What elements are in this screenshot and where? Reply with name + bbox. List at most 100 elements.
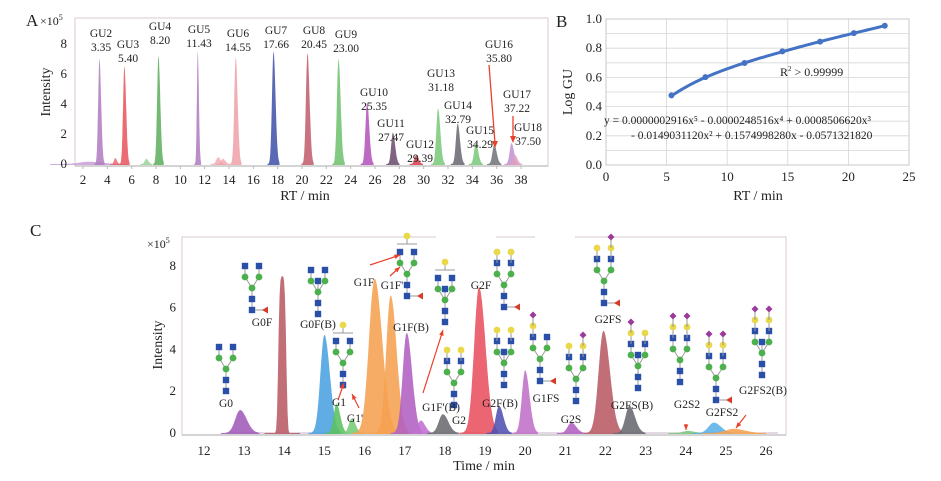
y-tick-label: 4 (61, 96, 68, 111)
minor-peak (110, 158, 121, 165)
panel-c-arrows (337, 254, 747, 430)
panel-c-y-axis-label: Intensity (151, 321, 166, 370)
mannose-circle (229, 354, 237, 362)
neuac-diamond (579, 331, 587, 339)
galactose-circle (493, 326, 501, 334)
glycan-label-g1f-b-: G1F'(B) (422, 402, 460, 414)
x-tick-label: 26 (369, 172, 383, 187)
peak-gu16 (487, 144, 502, 165)
glcnac-square (634, 351, 642, 359)
peak-label-gu10: GU10 (360, 87, 388, 99)
glcnac-square (321, 266, 329, 274)
y-tick-label: 0.8 (586, 40, 602, 55)
peak-g2fs-b- (613, 405, 646, 434)
mannose-circle (765, 338, 773, 346)
glcnac-square (314, 310, 322, 318)
glcnac-square (500, 381, 508, 389)
mannose-circle (579, 364, 587, 372)
mannose-circle (307, 277, 315, 285)
arrow-line (422, 329, 444, 394)
arrow-head (736, 422, 742, 428)
panel-a-y-ticks: 0 2 4 6 8 (61, 36, 68, 171)
peak-g0f-b- (308, 334, 341, 434)
peak-label-gu14: GU14 (444, 100, 472, 112)
glycan-label-g2fs: G2FS (595, 314, 622, 326)
mannose-circle (241, 273, 249, 281)
peak-rt-gu17: 37.22 (504, 103, 530, 115)
peak-rt-gu13: 31.18 (428, 82, 454, 94)
mannose-circle (758, 349, 766, 357)
panel-c-frame (181, 236, 787, 435)
peak-g2fs2-b- (701, 428, 766, 434)
y-tick-label: 8 (61, 36, 68, 51)
arrow-head (683, 424, 689, 430)
glcnac-square (600, 288, 608, 296)
x-tick-label: 24 (679, 443, 693, 458)
glcnac-square (403, 281, 411, 289)
glcnac-square (441, 307, 449, 315)
glycan-g2fs2b (751, 305, 773, 379)
x-tick-label: 15 (781, 169, 794, 184)
fucose-triangle (262, 306, 268, 314)
x-tick-label: 6 (128, 172, 135, 187)
x-tick-label: 23 (639, 443, 652, 458)
data-point (702, 74, 709, 81)
arrow-head (439, 330, 444, 336)
peak-rt-gu9: 23.00 (333, 43, 359, 55)
panel-c-y-multiplier: ×105 (147, 236, 170, 251)
y-tick-label: 0 (170, 425, 177, 440)
galactose-circle (457, 346, 465, 354)
glcnac-square (441, 285, 449, 293)
x-tick-label: 22 (599, 443, 612, 458)
peak-g1 (325, 403, 348, 434)
peak-gu7 (267, 51, 280, 165)
mannose-circle (255, 273, 263, 281)
panel-c-x-axis-label: Time / min (453, 459, 515, 474)
x-tick-label: 24 (344, 172, 358, 187)
glycan-label-g1-: G1' (347, 413, 363, 425)
x-tick-label: 14 (278, 443, 292, 458)
mannose-circle (712, 374, 720, 382)
panel-b-y-ticks: 0.0 0.2 0.4 0.6 0.8 1.0 (586, 11, 603, 172)
glycan-label-g0f: G0F (252, 317, 272, 329)
glcnac-square (339, 370, 347, 378)
mannose-circle (751, 338, 759, 346)
mannose-circle (572, 375, 580, 383)
panel-b-y-axis-label: Log GU (561, 69, 576, 115)
fucose-triangle (550, 377, 556, 385)
peak-label-gu2: GU2 (90, 28, 113, 40)
peak-gu15 (468, 143, 483, 165)
mannose-circle (339, 359, 347, 367)
x-tick-label: 12 (198, 172, 211, 187)
galactose-circle (441, 258, 449, 266)
x-tick-label: 2 (80, 172, 87, 187)
x-tick-label: 38 (515, 172, 528, 187)
peak-label-gu9: GU9 (335, 29, 358, 41)
glycan-label-g2f: G2F (471, 280, 491, 292)
peak-rt-gu5: 11.43 (186, 38, 212, 50)
panel-b-equation-line1: y = 0.0000002916x⁵ - 0.0000248516x⁴ + 0.… (604, 115, 871, 127)
fucose-triangle (726, 396, 732, 404)
peak-gu11 (386, 132, 400, 165)
x-tick-label: 18 (438, 443, 451, 458)
peak-gu5 (194, 51, 202, 165)
glycan-label-g1f-: G1F' (381, 280, 404, 292)
glcnac-square (410, 248, 418, 256)
neuac-diamond (705, 330, 713, 338)
glcnac-square (500, 348, 508, 356)
mannose-circle (396, 259, 404, 267)
mannose-circle (457, 368, 465, 376)
peak-gu14 (450, 123, 465, 165)
panel-c-peaks (220, 276, 779, 434)
x-tick-label: 20 (296, 172, 309, 187)
glcnac-square (676, 367, 684, 375)
glcnac-square (396, 248, 404, 256)
glcnac-square (536, 366, 544, 374)
peak-label-gu12: GU12 (406, 139, 434, 151)
glcnac-square (229, 343, 237, 351)
arrow-gu17-head (510, 136, 516, 143)
galactose-circle (403, 232, 411, 240)
glcnac-square (441, 318, 449, 326)
